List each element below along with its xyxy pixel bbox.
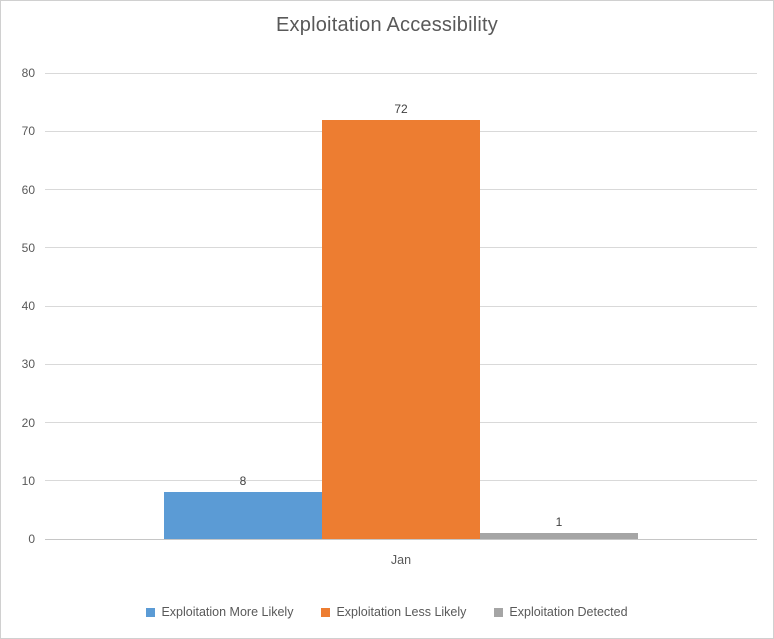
legend-swatch-exploitation-detected bbox=[494, 607, 504, 617]
legend-label-exploitation-detected: Exploitation Detected bbox=[509, 605, 628, 619]
y-tick-label-60: 60 bbox=[21, 182, 35, 197]
gridline-80 bbox=[45, 72, 757, 74]
legend-item-exploitation-detected: Exploitation Detected bbox=[494, 605, 628, 619]
y-tick-label-30: 30 bbox=[21, 357, 35, 372]
y-tick-label-70: 70 bbox=[21, 124, 35, 139]
y-tick-label-0: 0 bbox=[28, 532, 35, 546]
y-tick-label-20: 20 bbox=[21, 415, 35, 430]
bar-exploitation-more-likely bbox=[164, 492, 322, 539]
bar-exploitation-less-likely bbox=[322, 119, 480, 539]
legend-swatch-exploitation-more-likely bbox=[146, 607, 156, 617]
y-tick-label-50: 50 bbox=[21, 240, 35, 255]
y-tick-label-40: 40 bbox=[21, 299, 35, 313]
legend-swatch-exploitation-less-likely bbox=[321, 607, 331, 617]
legend-item-exploitation-less-likely: Exploitation Less Likely bbox=[321, 605, 466, 619]
legend: Exploitation More Likely Exploitation Les… bbox=[1, 605, 773, 619]
chart-title: Exploitation Accessibility bbox=[276, 14, 498, 36]
bar-value-label-exploitation-detected: 1 bbox=[555, 515, 563, 530]
legend-item-exploitation-more-likely: Exploitation More Likely bbox=[146, 605, 293, 619]
y-tick-label-80: 80 bbox=[21, 66, 35, 80]
plot-area: 8 72 1 bbox=[45, 72, 757, 540]
legend-label-exploitation-less-likely: Exploitation Less Likely bbox=[336, 605, 467, 619]
x-axis-category-label: Jan bbox=[390, 553, 412, 567]
y-axis-labels: 0 10 20 30 40 50 60 70 80 bbox=[1, 66, 35, 546]
bar-exploitation-detected bbox=[480, 533, 638, 539]
y-tick-label-10: 10 bbox=[21, 473, 35, 488]
bar-value-label-exploitation-more-likely: 8 bbox=[239, 474, 247, 489]
bar-value-label-exploitation-less-likely: 72 bbox=[394, 101, 408, 116]
legend-label-exploitation-more-likely: Exploitation More Likely bbox=[161, 605, 294, 619]
